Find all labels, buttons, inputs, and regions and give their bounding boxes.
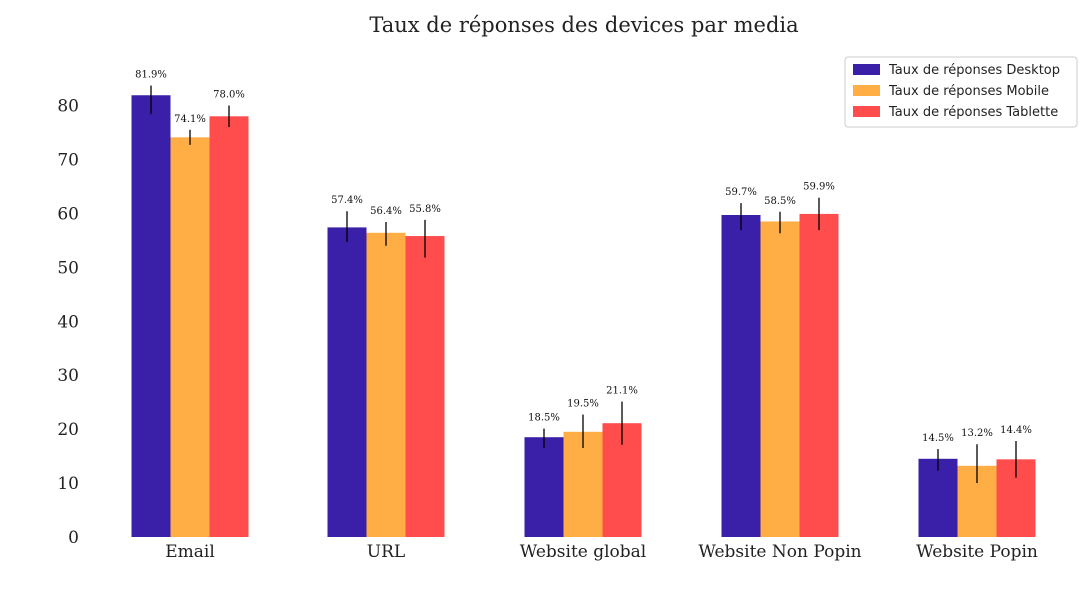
bar — [327, 227, 367, 537]
bar — [131, 95, 171, 537]
y-tick-label: 0 — [68, 528, 79, 548]
data-label: 59.9% — [803, 182, 835, 193]
data-label: 55.8% — [409, 204, 441, 215]
y-tick-label: 30 — [57, 366, 79, 386]
bar — [721, 214, 761, 538]
data-label: 14.5% — [922, 433, 954, 444]
y-tick-label: 20 — [57, 420, 79, 440]
data-label: 18.5% — [528, 413, 560, 424]
bar — [760, 221, 800, 537]
data-label: 78.0% — [213, 90, 245, 101]
legend-frame — [844, 56, 1078, 128]
legend-label: Taux de réponses Desktop — [888, 63, 1060, 78]
chart-title: Taux de réponses des devices par media — [369, 13, 798, 37]
y-axis: 0 10 20 30 40 50 60 70 80 — [57, 97, 79, 549]
data-label: 14.4% — [1000, 425, 1032, 436]
bar — [170, 137, 210, 537]
legend-swatch — [853, 106, 880, 117]
x-tick-label: Website global — [520, 542, 647, 562]
data-label: 56.4% — [370, 206, 402, 217]
data-label: 74.1% — [174, 114, 206, 125]
data-label: 57.4% — [331, 195, 363, 206]
bars-group: 81.9% 57.4% 18.5% 59.7% 14.5% 74.1% 56.4% 19.5%… — [131, 70, 1036, 538]
x-tick-label: Website Non Popin — [698, 542, 861, 562]
bar — [209, 116, 249, 537]
legend-label: Taux de réponses Tablette — [888, 105, 1058, 120]
bar — [918, 458, 958, 537]
data-label: 19.5% — [567, 399, 599, 410]
bar — [405, 236, 445, 537]
bar — [366, 232, 406, 538]
bar — [524, 437, 564, 537]
legend-swatch — [853, 85, 880, 96]
data-label: 81.9% — [135, 70, 167, 81]
legend: Taux de réponses Desktop Taux de réponses… — [844, 56, 1078, 128]
bar — [563, 431, 603, 537]
x-tick-label: Website Popin — [916, 542, 1038, 562]
y-tick-label: 70 — [57, 150, 79, 170]
y-tick-label: 40 — [57, 312, 79, 332]
legend-label: Taux de réponses Mobile — [888, 84, 1049, 99]
data-label: 58.5% — [764, 196, 796, 207]
x-tick-label: Email — [165, 542, 215, 562]
y-tick-label: 80 — [57, 97, 79, 117]
y-tick-label: 50 — [57, 258, 79, 278]
data-label: 59.7% — [725, 187, 757, 198]
x-tick-label: URL — [367, 542, 405, 562]
data-label: 13.2% — [961, 428, 993, 439]
bar — [799, 213, 839, 537]
y-tick-label: 10 — [57, 474, 79, 494]
legend-swatch — [853, 64, 880, 75]
x-axis: Email URL Website global Website Non Popin W… — [165, 542, 1038, 562]
y-tick-label: 60 — [57, 204, 79, 224]
data-label: 21.1% — [606, 386, 638, 397]
